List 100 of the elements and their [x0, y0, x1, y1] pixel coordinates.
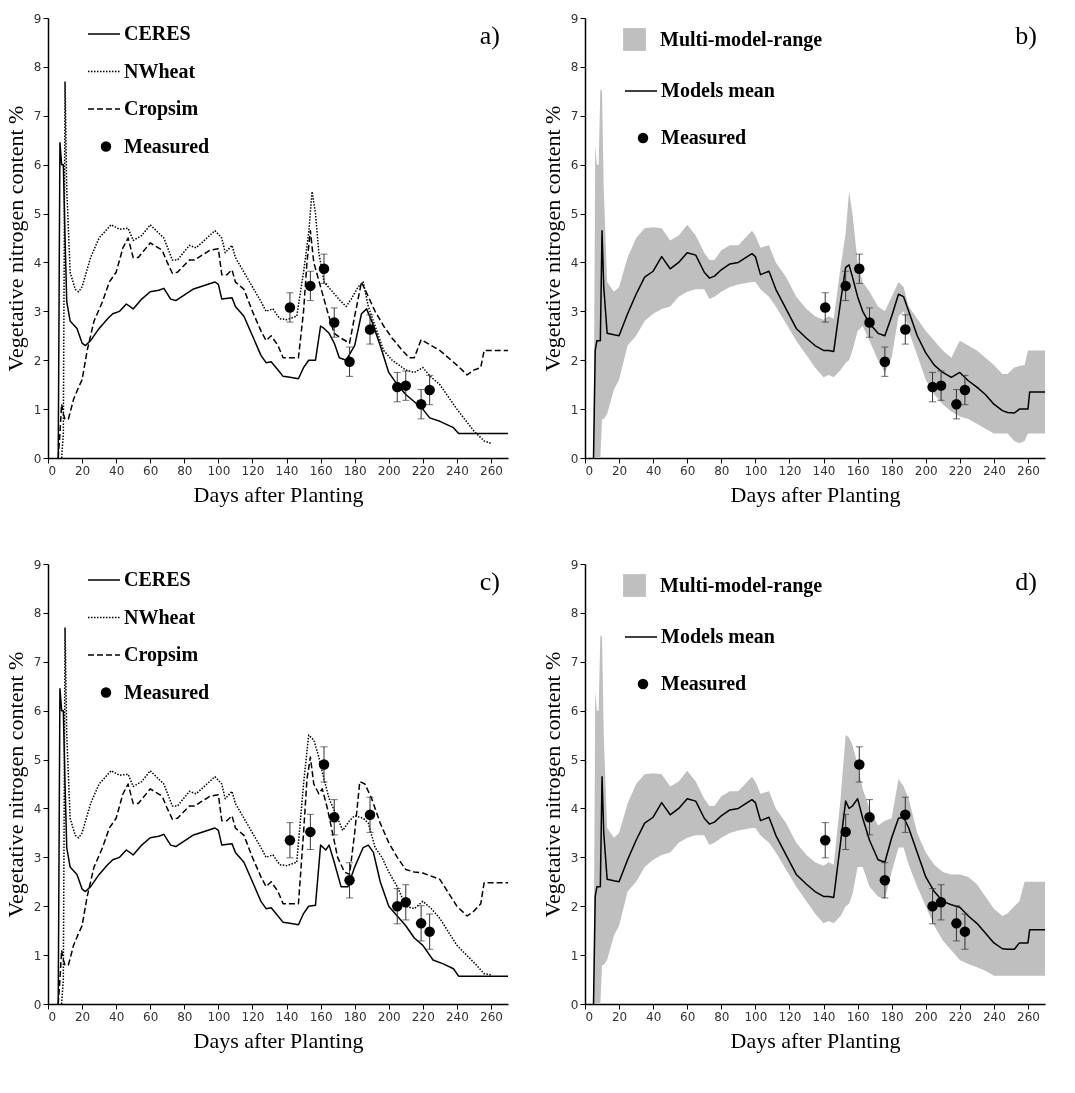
y-tick-label: 4 [33, 801, 42, 816]
point [344, 356, 355, 367]
point [392, 900, 403, 912]
point [424, 384, 435, 396]
legend-label: Measured [124, 134, 210, 157]
x-tick-label: 0 [585, 463, 594, 478]
point [284, 834, 296, 846]
point [864, 812, 875, 823]
x-tick-label: 200 [377, 463, 401, 478]
x-tick-label: 80 [177, 463, 193, 478]
y-tick-label: 7 [33, 655, 42, 670]
x-tick-label: 60 [143, 1009, 159, 1024]
x-tick-label: 120 [778, 1009, 802, 1024]
y-tick-label: 8 [33, 606, 42, 621]
point [318, 759, 330, 770]
point [424, 926, 435, 937]
x-tick-label: 80 [714, 1009, 730, 1024]
x-tick-label: 180 [343, 463, 367, 478]
y-tick-label: 4 [570, 255, 579, 270]
y-tick-label: 5 [570, 207, 579, 222]
y-tick-label: 1 [33, 948, 42, 963]
point [415, 918, 427, 929]
point [879, 875, 891, 886]
y-tick-label: 7 [33, 109, 42, 124]
y-tick-label: 8 [570, 606, 579, 621]
legend-label: Measured [124, 680, 210, 703]
x-tick-label: 260 [1017, 1009, 1040, 1024]
x-tick-label: 20 [74, 1009, 91, 1024]
x-tick-label: 180 [343, 1009, 367, 1024]
y-tick-label: 0 [33, 997, 42, 1012]
y-tick-label: 1 [33, 402, 42, 417]
x-tick-label: 200 [377, 1009, 401, 1024]
legend-label: Models mean [661, 79, 775, 101]
point [400, 897, 412, 908]
x-tick-label: 60 [143, 463, 159, 478]
point [344, 875, 355, 886]
x-tick-label: 260 [480, 463, 503, 478]
x-tick-label: 260 [1017, 463, 1040, 478]
y-tick-label: 8 [33, 60, 42, 75]
x-axis-title: Days after Planting [193, 481, 364, 507]
x-tick-label: 160 [309, 1009, 333, 1024]
y-tick-label: 9 [570, 557, 579, 572]
point [927, 900, 938, 912]
x-tick-label: 140 [275, 1009, 299, 1024]
y-tick-label: 9 [33, 11, 42, 26]
y-tick-label: 2 [570, 353, 579, 368]
y-tick-label: 0 [570, 451, 579, 466]
x-tick-label: 140 [812, 463, 836, 478]
x-tick-label: 60 [680, 463, 696, 478]
y-tick-label: 4 [33, 255, 42, 270]
y-tick-label: 1 [570, 402, 579, 417]
y-tick-label: 8 [570, 60, 579, 75]
x-tick-label: 160 [846, 463, 870, 478]
point [284, 302, 296, 313]
x-tick-label: 160 [846, 1009, 870, 1024]
y-tick-label: 7 [570, 655, 579, 670]
point [959, 926, 971, 937]
annotation: c) [479, 567, 500, 596]
legend-label: Measured [661, 672, 747, 694]
legend-label: Cropsim [124, 643, 199, 666]
y-tick-label: 7 [570, 109, 579, 124]
legend-label: Models mean [661, 625, 775, 647]
point [951, 398, 962, 410]
y-axis-title: Vegetative nitrogen content % [539, 105, 565, 372]
y-tick-label: 5 [33, 753, 42, 768]
annotation: d) [1015, 567, 1037, 596]
x-axis-title: Days after Planting [730, 1027, 901, 1053]
point [328, 317, 340, 328]
point [959, 384, 971, 396]
point [305, 826, 316, 838]
annotation: a) [479, 21, 500, 50]
x-tick-label: 40 [646, 1009, 662, 1024]
annotation: b) [1015, 21, 1037, 50]
annotation: Multi-model-range [660, 27, 823, 51]
x-tick-label: 160 [309, 463, 333, 478]
x-tick-label: 100 [744, 463, 768, 478]
x-tick-label: 180 [880, 1009, 904, 1024]
x-tick-label: 120 [778, 463, 802, 478]
legend-label: NWheat [124, 59, 196, 82]
x-tick-label: 240 [445, 463, 469, 478]
point [840, 826, 851, 838]
point [879, 356, 891, 367]
x-tick-label: 100 [744, 1009, 768, 1024]
x-tick-label: 100 [207, 463, 231, 478]
x-tick-label: 20 [611, 463, 628, 478]
y-tick-label: 9 [33, 557, 42, 572]
x-tick-label: 20 [74, 463, 91, 478]
y-tick-label: 2 [570, 899, 579, 914]
legend-label: Cropsim [124, 97, 199, 120]
point [305, 280, 316, 292]
point [400, 380, 412, 391]
point [900, 324, 911, 335]
point [415, 398, 427, 410]
x-axis-title: Days after Planting [730, 481, 901, 507]
x-tick-label: 20 [611, 1009, 628, 1024]
legend-label: NWheat [124, 605, 196, 628]
point [819, 302, 831, 313]
y-tick-label: 0 [570, 997, 579, 1012]
x-tick-label: 200 [914, 1009, 938, 1024]
point [864, 317, 875, 328]
